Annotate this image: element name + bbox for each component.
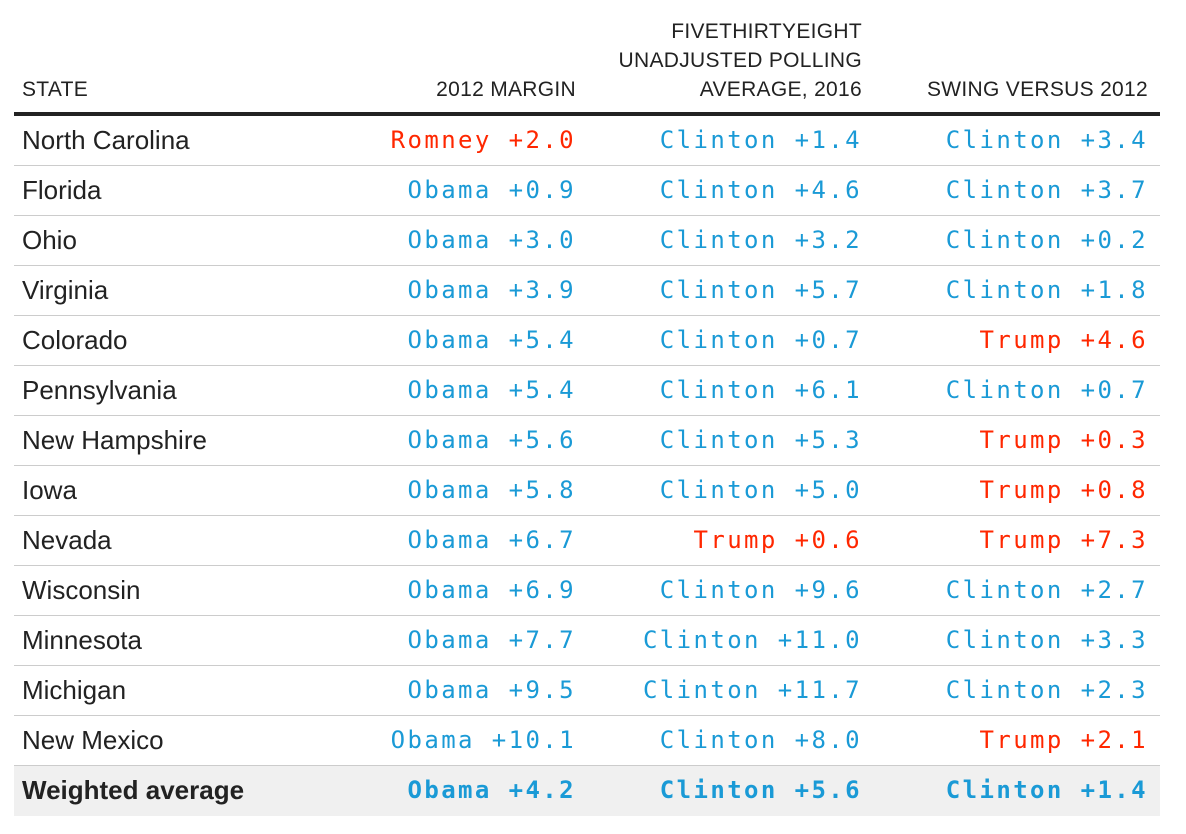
margin-2012-value: Obama +6.9 [407, 576, 576, 604]
state-name: Colorado [22, 325, 128, 355]
polling-average-value: Clinton +0.7 [659, 326, 862, 354]
header-polling-line-2: UNADJUSTED POLLING [618, 49, 862, 72]
header-rule [14, 112, 1160, 116]
margin-2012-value: Obama +5.8 [407, 476, 576, 504]
weighted-average-row: Weighted average Obama +4.2 Clinton +5.6 Cl… [14, 766, 1160, 816]
header-polling-average: FIVETHIRTYEIGHT UNADJUSTED POLLING AVERA… [619, 17, 862, 104]
average-margin-value: Obama +4.2 [407, 776, 576, 804]
table-row: Pennsylvania Obama +5.4 Clinton +6.1 Clinto… [14, 366, 1160, 416]
polling-average-value: Clinton +11.7 [642, 676, 862, 704]
polling-average-value: Clinton +5.7 [659, 276, 862, 304]
table-row: New Hampshire Obama +5.6 Clinton +5.3 Trump… [14, 416, 1160, 466]
polling-average-value: Clinton +11.0 [642, 626, 862, 654]
table-row: Michigan Obama +9.5 Clinton +11.7 Clinton +… [14, 666, 1160, 716]
margin-2012-value: Romney +2.0 [390, 126, 576, 154]
margin-2012-value: Obama +5.6 [407, 426, 576, 454]
swing-value: Clinton +2.7 [945, 576, 1148, 604]
margin-2012-value: Obama +3.9 [407, 276, 576, 304]
margin-2012-value: Obama +9.5 [407, 676, 576, 704]
state-name: North Carolina [22, 125, 190, 155]
header-state: STATE [22, 78, 89, 101]
polling-average-value: Clinton +5.0 [659, 476, 862, 504]
swing-value: Trump +7.3 [979, 526, 1148, 554]
polling-average-value: Clinton +3.2 [659, 226, 862, 254]
swing-value: Clinton +3.3 [945, 626, 1148, 654]
polling-average-value: Clinton +8.0 [659, 726, 862, 754]
table-row: North Carolina Romney +2.0 Clinton +1.4 Cli… [14, 116, 1160, 166]
swing-value: Trump +0.3 [979, 426, 1148, 454]
polling-table: STATE 2012 MARGIN FIVETHIRTYEIGHT UNADJU… [14, 0, 1160, 816]
swing-value: Clinton +0.2 [945, 226, 1148, 254]
table-row: Wisconsin Obama +6.9 Clinton +9.6 Clinton +… [14, 566, 1160, 616]
swing-value: Trump +0.8 [979, 476, 1148, 504]
swing-value: Trump +4.6 [979, 326, 1148, 354]
margin-2012-value: Obama +7.7 [407, 626, 576, 654]
swing-value: Clinton +0.7 [945, 376, 1148, 404]
header-swing: SWING VERSUS 2012 [926, 78, 1148, 101]
state-name: New Hampshire [22, 425, 207, 455]
polling-average-value: Trump +0.6 [693, 526, 862, 554]
average-polling-value: Clinton +5.6 [659, 776, 862, 804]
swing-value: Clinton +3.7 [945, 176, 1148, 204]
state-name: Nevada [22, 525, 112, 555]
state-name: Wisconsin [22, 575, 141, 605]
state-name: Iowa [22, 475, 77, 505]
table-row: Ohio Obama +3.0 Clinton +3.2 Clinton +0.2 [14, 216, 1160, 266]
swing-value: Trump +2.1 [979, 726, 1148, 754]
state-name: Virginia [22, 275, 109, 305]
polling-average-value: Clinton +4.6 [659, 176, 862, 204]
state-name: Pennsylvania [22, 375, 177, 405]
table-row: Virginia Obama +3.9 Clinton +5.7 Clinton +1… [14, 266, 1160, 316]
margin-2012-value: Obama +10.1 [390, 726, 576, 754]
polling-average-value: Clinton +9.6 [659, 576, 862, 604]
header-polling-line-1: FIVETHIRTYEIGHT [671, 20, 862, 43]
polling-average-value: Clinton +6.1 [659, 376, 862, 404]
table-header: STATE 2012 MARGIN FIVETHIRTYEIGHT UNADJU… [14, 0, 1160, 112]
table-row: Colorado Obama +5.4 Clinton +0.7 Trump +4.6 [14, 316, 1160, 366]
table-row: New Mexico Obama +10.1 Clinton +8.0 Trump +… [14, 716, 1160, 766]
polling-average-value: Clinton +1.4 [659, 126, 862, 154]
state-name: Florida [22, 175, 102, 205]
margin-2012-value: Obama +3.0 [407, 226, 576, 254]
header-polling-line-3: AVERAGE, 2016 [699, 78, 862, 101]
table-row: Minnesota Obama +7.7 Clinton +11.0 Clinton … [14, 616, 1160, 666]
swing-value: Clinton +1.8 [945, 276, 1148, 304]
state-name: Ohio [22, 225, 77, 255]
header-2012-margin: 2012 MARGIN [436, 78, 576, 101]
polling-average-value: Clinton +5.3 [659, 426, 862, 454]
margin-2012-value: Obama +5.4 [407, 376, 576, 404]
margin-2012-value: Obama +5.4 [407, 326, 576, 354]
swing-value: Clinton +2.3 [945, 676, 1148, 704]
average-swing-value: Clinton +1.4 [945, 776, 1148, 804]
average-label: Weighted average [22, 775, 245, 805]
state-name: Michigan [22, 675, 127, 705]
table-row: Iowa Obama +5.8 Clinton +5.0 Trump +0.8 [14, 466, 1160, 516]
table-row: Florida Obama +0.9 Clinton +4.6 Clinton +3.… [14, 166, 1160, 216]
table-row: Nevada Obama +6.7 Trump +0.6 Trump +7.3 [14, 516, 1160, 566]
margin-2012-value: Obama +6.7 [407, 526, 576, 554]
table-body: North Carolina Romney +2.0 Clinton +1.4 Cli… [14, 116, 1160, 816]
state-name: Minnesota [22, 625, 142, 655]
state-name: New Mexico [22, 725, 164, 755]
swing-value: Clinton +3.4 [945, 126, 1148, 154]
margin-2012-value: Obama +0.9 [407, 176, 576, 204]
